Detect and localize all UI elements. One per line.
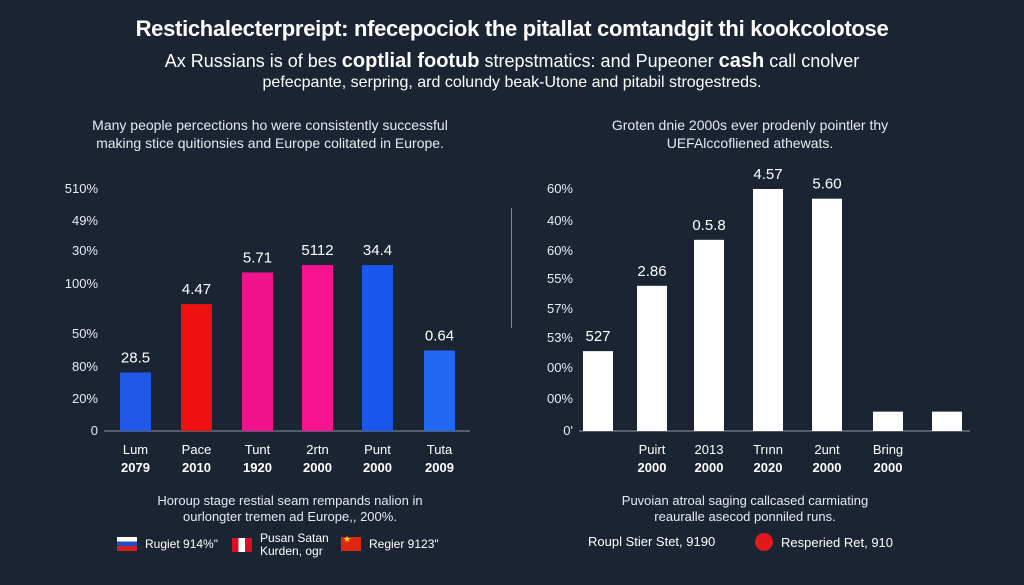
data-label: 4.47 bbox=[182, 281, 211, 298]
x-tick-year-label: 2079 bbox=[121, 460, 150, 475]
bar bbox=[181, 304, 212, 431]
data-label: 4.57 bbox=[753, 166, 782, 183]
x-tick-year-label: 1920 bbox=[243, 460, 272, 475]
y-tick-label: 57% bbox=[547, 301, 573, 316]
x-tick-label: Pace bbox=[182, 442, 212, 457]
bar bbox=[873, 411, 903, 431]
data-label: 5.60 bbox=[812, 176, 841, 193]
bar bbox=[583, 351, 613, 431]
bar bbox=[932, 411, 962, 431]
bar bbox=[242, 272, 273, 431]
y-tick-label: 0' bbox=[563, 423, 573, 438]
bar bbox=[812, 198, 842, 431]
x-tick-label: Punt bbox=[364, 442, 391, 457]
bar bbox=[120, 372, 151, 431]
bar bbox=[302, 265, 333, 431]
x-tick-label: Bring bbox=[873, 442, 903, 457]
left-footer-caption: Horoup stage restial seam rempands nalio… bbox=[157, 493, 423, 524]
legend-item-russia: Rugiet 914%" bbox=[117, 537, 218, 551]
right-footer-caption: Puvoian atroal saging callcased carmiati… bbox=[621, 493, 869, 524]
x-tick-label: Puirt bbox=[639, 442, 666, 457]
russia-flag-icon bbox=[117, 537, 137, 551]
data-label: 527 bbox=[585, 328, 610, 345]
x-tick-label: 2unt bbox=[814, 442, 840, 457]
bar bbox=[424, 350, 455, 431]
y-tick-label: 100% bbox=[65, 276, 99, 291]
y-tick-label: 50% bbox=[72, 326, 98, 341]
x-tick-year-label: 2000 bbox=[363, 460, 392, 475]
y-tick-label: 80% bbox=[72, 359, 98, 374]
y-tick-label: 60% bbox=[547, 181, 573, 196]
bar bbox=[694, 239, 724, 431]
legend-item-resperied: Resperied Ret, 910 bbox=[755, 533, 893, 551]
x-tick-label: Tunt bbox=[245, 442, 271, 457]
legend-item-roupl: Roupl Stier Stet, 9190 bbox=[588, 534, 716, 549]
data-label: 34.4 bbox=[363, 242, 392, 259]
right-panel-caption: Groten dnie 2000s ever prodenly pointler… bbox=[611, 117, 889, 151]
x-tick-year-label: 2000 bbox=[303, 460, 332, 475]
x-tick-year-label: 2010 bbox=[182, 460, 211, 475]
y-tick-label: 30% bbox=[72, 243, 98, 258]
peru-flag-icon bbox=[232, 538, 252, 552]
chart-subtitle-2: pefecpante, serpring, ard colundy beak-U… bbox=[262, 74, 762, 91]
data-label: 28.5 bbox=[121, 349, 150, 366]
x-tick-label: Tuta bbox=[427, 442, 453, 457]
x-tick-year-label: 2000 bbox=[695, 460, 724, 475]
data-label: 5.71 bbox=[243, 249, 272, 266]
data-label: 0.64 bbox=[425, 327, 454, 344]
bar bbox=[637, 285, 667, 431]
x-tick-year-label: 2000 bbox=[813, 460, 842, 475]
x-tick-label: 2rtn bbox=[306, 442, 328, 457]
x-tick-year-label: 2000 bbox=[874, 460, 903, 475]
y-tick-label: 20% bbox=[72, 391, 98, 406]
y-tick-label: 40% bbox=[547, 213, 573, 228]
bar bbox=[362, 265, 393, 431]
legend-item-china: Regier 9123" bbox=[341, 534, 439, 551]
y-tick-label: 510% bbox=[65, 181, 99, 196]
y-tick-label: 49% bbox=[72, 213, 98, 228]
chart-subtitle: Ax Russians is of bes coptlial footub st… bbox=[164, 50, 860, 72]
x-tick-label: Trınn bbox=[753, 442, 783, 457]
panel-divider bbox=[511, 208, 512, 328]
x-tick-year-label: 2000 bbox=[638, 460, 667, 475]
x-tick-label: Lum bbox=[123, 442, 148, 457]
data-label: 2.86 bbox=[637, 263, 666, 280]
y-tick-label: 53% bbox=[547, 330, 573, 345]
data-label: 5112 bbox=[301, 242, 333, 259]
y-tick-label: 00% bbox=[547, 391, 573, 406]
x-tick-label: 2013 bbox=[695, 442, 724, 457]
left-panel-caption: Many people percections ho were consiste… bbox=[92, 117, 448, 151]
y-tick-label: 60% bbox=[547, 243, 573, 258]
y-tick-label: 0 bbox=[91, 423, 98, 438]
red-dot-icon bbox=[755, 533, 773, 551]
chart-title: Restichalecterpreipt: nfecepociok the pi… bbox=[135, 16, 889, 41]
bar bbox=[753, 189, 783, 431]
x-tick-year-label: 2009 bbox=[425, 460, 454, 475]
y-tick-label: 00% bbox=[547, 360, 573, 375]
x-tick-year-label: 2020 bbox=[754, 460, 783, 475]
legend-item-peru: Pusan Satan Kurden, ogr bbox=[232, 532, 330, 558]
data-label: 0.5.8 bbox=[692, 217, 725, 234]
y-tick-label: 55% bbox=[547, 271, 573, 286]
china-flag-icon bbox=[341, 534, 361, 551]
